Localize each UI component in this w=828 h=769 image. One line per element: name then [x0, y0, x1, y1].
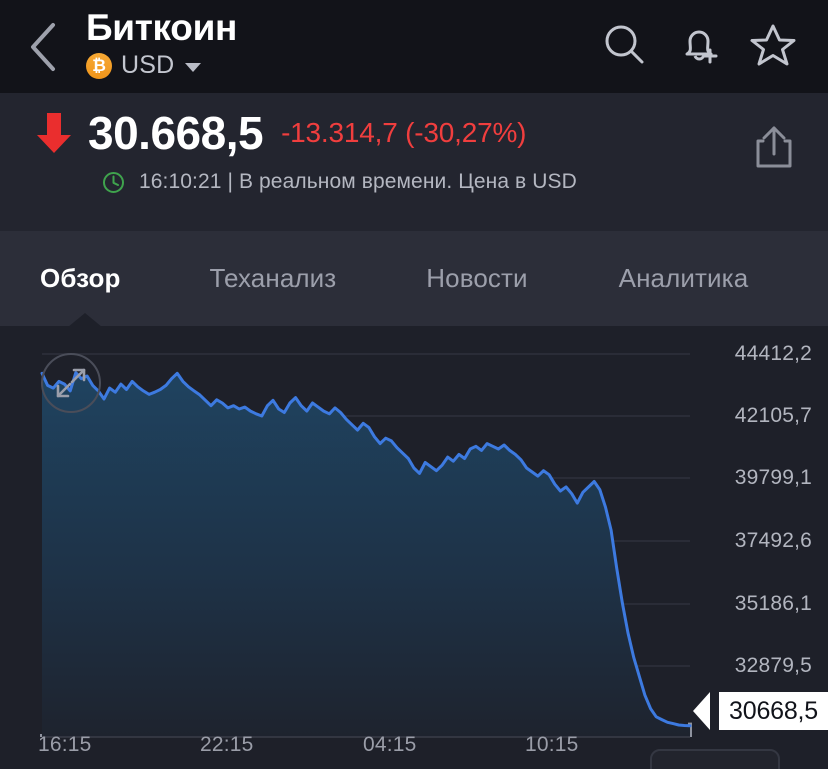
- price-badge-tip: [693, 692, 710, 730]
- tab-technical[interactable]: Теханализ: [209, 263, 337, 293]
- y-axis-tick-label: 35186,1: [734, 592, 812, 615]
- currency-selector[interactable]: ₿ USD: [86, 51, 588, 80]
- search-button[interactable]: [588, 12, 662, 78]
- nav-title-group: Биткоин ₿ USD: [86, 0, 588, 80]
- direction-indicator: [33, 111, 75, 155]
- chart-range-button[interactable]: [650, 749, 780, 769]
- y-axis-tick-label: 32879,5: [734, 654, 812, 677]
- y-axis-tick-label: 39799,1: [734, 466, 812, 489]
- y-axis-labels: 44412,2 42105,7 39799,1 37492,6 35186,1 32879…: [691, 326, 828, 769]
- chart-canvas: [40, 353, 692, 738]
- bitcoin-logo-icon: ₿: [86, 52, 112, 79]
- star-icon: [750, 24, 796, 66]
- share-button[interactable]: [746, 117, 802, 177]
- bell-plus-icon: [685, 30, 718, 64]
- arrow-down-icon: [37, 113, 71, 153]
- y-axis-tick-label: 37492,6: [734, 529, 812, 552]
- tab-analytics[interactable]: Аналитика: [618, 263, 749, 293]
- clock-icon: [102, 171, 125, 194]
- x-axis-labels: 16:15 22:15 04:15 10:15: [0, 733, 828, 763]
- y-axis-tick-label: 42105,7: [734, 404, 812, 427]
- x-axis-tick-label: 10:15: [525, 733, 579, 756]
- x-axis-tick-label: 22:15: [200, 733, 254, 756]
- current-price: 30.668,5: [88, 107, 264, 159]
- search-icon: [605, 25, 644, 64]
- navbar: Биткоин ₿ USD: [0, 0, 828, 93]
- currency-label: USD: [121, 51, 175, 79]
- last-price-badge: 30668,5: [719, 692, 828, 730]
- alert-button[interactable]: [662, 12, 736, 78]
- watchlist-button[interactable]: [736, 12, 810, 78]
- expand-chart-button[interactable]: [41, 353, 101, 413]
- tab-overview[interactable]: Обзор: [40, 263, 121, 293]
- share-icon: [756, 126, 792, 168]
- navbar-actions: [588, 0, 828, 78]
- price-change: -13.314,7 (-30,27%): [281, 117, 527, 148]
- chart-area-fill: [42, 372, 690, 737]
- quote-status-text: 16:10:21 | В реальном времени. Цена в US…: [139, 170, 577, 193]
- tab-bar: Обзор Теханализ Новости Аналитика: [0, 231, 828, 327]
- page-title: Биткоин: [86, 7, 238, 48]
- x-axis-tick-label: 16:15: [38, 733, 92, 756]
- chevron-down-icon: [185, 62, 202, 72]
- chart-line: [40, 371, 692, 728]
- chevron-left-icon: [31, 22, 55, 71]
- x-axis-tick-label: 04:15: [363, 733, 417, 756]
- quote-panel: 30.668,5 -13.314,7 (-30,27%) 16:10:21 | …: [0, 93, 828, 231]
- back-button[interactable]: [0, 0, 86, 93]
- price-row: 30.668,5 -13.314,7 (-30,27%): [0, 107, 828, 159]
- active-tab-indicator: [68, 313, 102, 327]
- expand-arrows-icon: [56, 368, 86, 398]
- quote-status-row: 16:10:21 | В реальном времени. Цена в US…: [0, 170, 828, 194]
- tab-news[interactable]: Новости: [426, 263, 528, 293]
- price-chart[interactable]: 44412,2 42105,7 39799,1 37492,6 35186,1 32879…: [0, 326, 828, 769]
- y-axis-tick-label: 44412,2: [734, 342, 812, 365]
